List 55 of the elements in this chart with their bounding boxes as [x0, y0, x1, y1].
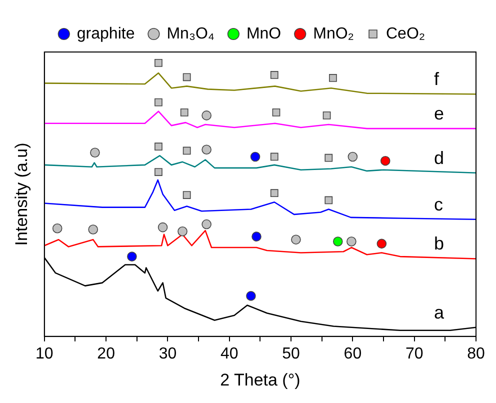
point — [291, 234, 301, 244]
x-tick-label: 70 — [405, 345, 424, 362]
point — [324, 196, 333, 204]
point — [202, 110, 212, 120]
point — [52, 223, 62, 234]
x-tick-label: 40 — [220, 345, 238, 362]
point — [270, 71, 278, 79]
legend-label: Mn₃O₄ — [166, 25, 214, 42]
x-tick-label: 80 — [467, 345, 485, 362]
point — [270, 152, 278, 161]
point — [154, 98, 162, 106]
x-tick-label: 50 — [282, 345, 300, 362]
x-tick-label: 20 — [97, 345, 116, 362]
point — [158, 222, 168, 232]
x-axis-title: 2 Theta (°) — [220, 370, 300, 390]
series-label: f — [434, 69, 440, 90]
point — [380, 156, 390, 166]
point — [154, 168, 162, 176]
series-label: d — [434, 148, 444, 168]
point — [272, 108, 280, 116]
y-axis-title: Intensity (a.u) — [12, 142, 31, 246]
series-label: a — [434, 302, 445, 322]
legend-label: graphite — [76, 25, 135, 42]
x-tick-label: 30 — [158, 345, 177, 362]
legend-label: CeO₂ — [386, 25, 426, 42]
x-tick-label: 60 — [344, 345, 362, 362]
legend-label: MnO — [246, 25, 282, 42]
point — [346, 236, 356, 246]
point — [127, 252, 137, 262]
point — [252, 232, 262, 242]
point — [202, 219, 212, 230]
point — [246, 291, 256, 301]
point — [329, 74, 337, 82]
legend-label: MnO₂ — [313, 25, 354, 42]
point — [182, 73, 191, 82]
x-tick-label: 10 — [36, 345, 54, 362]
point — [202, 144, 212, 155]
point — [182, 191, 191, 199]
point — [322, 112, 331, 120]
series-label: e — [434, 104, 444, 124]
series-label: b — [434, 234, 444, 254]
series-label: c — [434, 194, 443, 214]
point — [182, 146, 191, 155]
point — [250, 152, 260, 162]
point — [154, 142, 162, 151]
point — [324, 154, 333, 162]
point — [180, 108, 188, 116]
point — [270, 189, 278, 198]
point — [178, 226, 188, 236]
point — [376, 238, 387, 249]
point — [154, 59, 162, 67]
point — [90, 148, 100, 158]
point — [88, 224, 98, 234]
point — [332, 236, 343, 246]
point — [348, 152, 358, 162]
